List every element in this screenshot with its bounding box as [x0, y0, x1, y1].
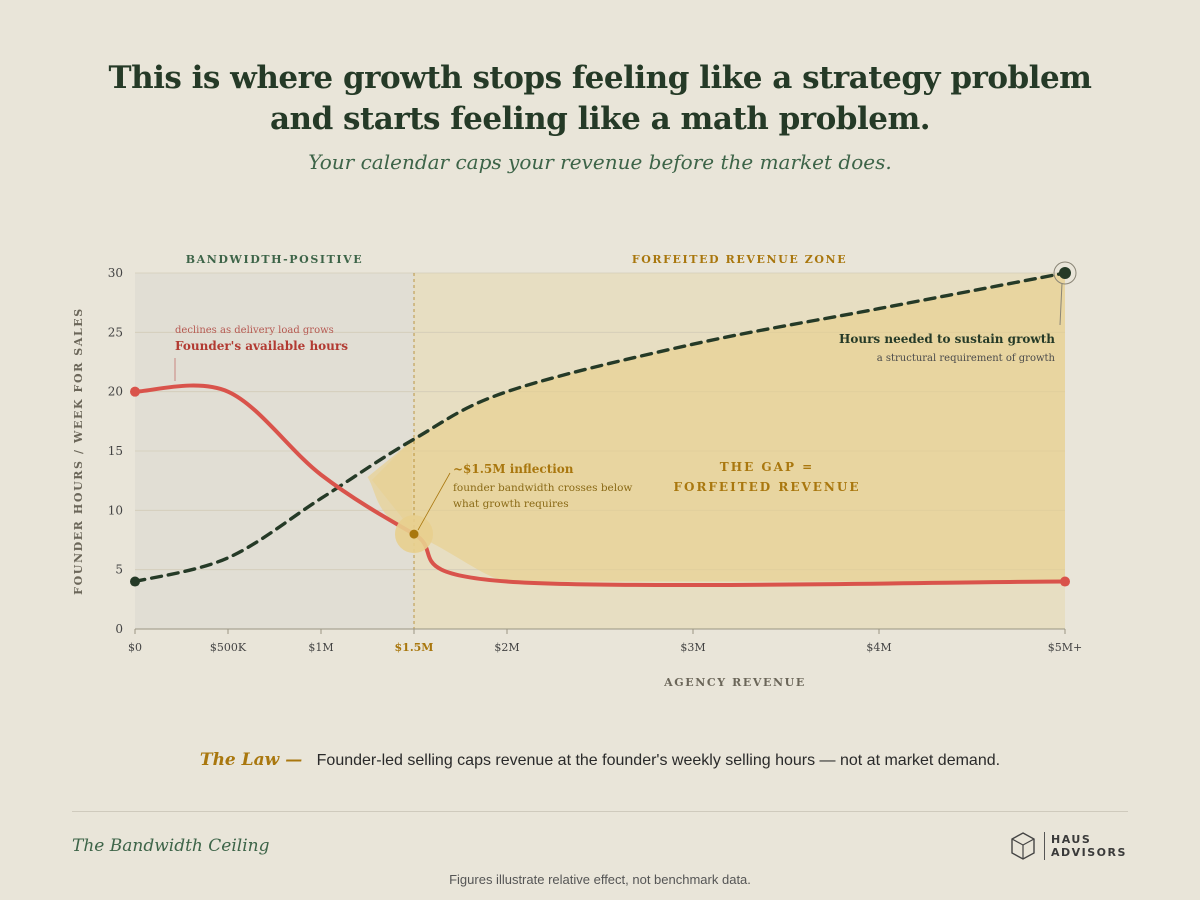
y-tick-label: 10 [108, 503, 123, 517]
y-tick-label: 5 [115, 563, 123, 577]
x-tick-label: $0 [128, 641, 142, 654]
x-tick-label: $5M+ [1048, 641, 1082, 654]
inflection-leader [417, 472, 451, 531]
footnote: Figures illustrate relative effect, not … [449, 872, 751, 887]
bandwidth-chart: $0 $500K $1M $1.5M $2M $3M $4M $5M+ 0 5 10 15 20 25 30… [72, 253, 1082, 689]
point-hours-needed-end-ring [1053, 261, 1077, 285]
inflection-note-1: founder bandwidth crosses below [453, 482, 632, 494]
logo-line-2: ADVISORS [1051, 846, 1127, 859]
logo-wordmark: HAUS ADVISORS [1051, 833, 1127, 859]
y-tick-label: 15 [108, 444, 123, 458]
x-tick-label: $500K [210, 641, 247, 654]
gap-area [367, 273, 1065, 582]
point-available-hours-start [130, 386, 140, 397]
point-available-hours-end [1060, 576, 1070, 587]
law-label: The Law — [199, 750, 303, 770]
y-tick-label: 30 [108, 266, 123, 280]
x-tick-label: $4M [866, 641, 891, 654]
law-text: Founder-led selling caps revenue at the … [316, 752, 1001, 769]
zone-label-bandwidth-positive: BANDWIDTH-POSITIVE [186, 253, 364, 266]
hours-needed-note: a structural requirement of growth [877, 353, 1056, 364]
hexagon-cube-icon [1011, 832, 1035, 860]
y-tick-label: 25 [108, 325, 123, 339]
headline: This is where growth stops feeling like … [0, 58, 1200, 140]
law-statement: The Law — Founder-led selling caps reven… [0, 750, 1200, 770]
y-tick-label: 20 [108, 385, 123, 399]
point-hours-needed-end [1059, 267, 1071, 279]
hours-needed-leader [1059, 282, 1063, 326]
y-axis-title: FOUNDER HOURS / WEEK FOR SALES [72, 307, 85, 595]
logo-separator [1044, 832, 1045, 860]
headline-line-2: and starts feeling like a math problem. [269, 101, 931, 137]
x-tick-label: $1M [308, 641, 333, 654]
gap-label-1: THE GAP = [720, 460, 814, 474]
x-tick-label: $2M [494, 641, 519, 654]
subhead: Your calendar caps your revenue before t… [308, 150, 892, 174]
headline-line-1: This is where growth stops feeling like … [108, 60, 1092, 96]
x-tick-label: $3M [680, 641, 705, 654]
logo-line-1: HAUS [1051, 833, 1092, 846]
zone-label-forfeited-revenue: FORFEITED REVENUE ZONE [632, 253, 847, 266]
haus-advisors-logo: HAUS ADVISORS [1010, 830, 1127, 862]
available-hours-label: Founder's available hours [175, 339, 348, 353]
inflection-point [409, 529, 419, 539]
inflection-note-2: what growth requires [453, 498, 569, 510]
point-hours-needed-start [130, 576, 140, 587]
y-tick-label: 0 [115, 622, 123, 636]
gap-area-wedge [372, 440, 412, 530]
footer-divider [72, 811, 1128, 812]
hours-needed-label: Hours needed to sustain growth [839, 332, 1055, 346]
available-hours-note: declines as delivery load grows [175, 325, 334, 336]
series-title: The Bandwidth Ceiling [72, 836, 270, 856]
inflection-title: ~$1.5M inflection [453, 462, 574, 476]
x-tick-label: $1.5M [395, 641, 434, 654]
x-axis-title: AGENCY REVENUE [663, 676, 806, 689]
gap-label-2: FORFEITED REVENUE [673, 480, 860, 494]
series-line-hours-needed [133, 271, 1067, 584]
